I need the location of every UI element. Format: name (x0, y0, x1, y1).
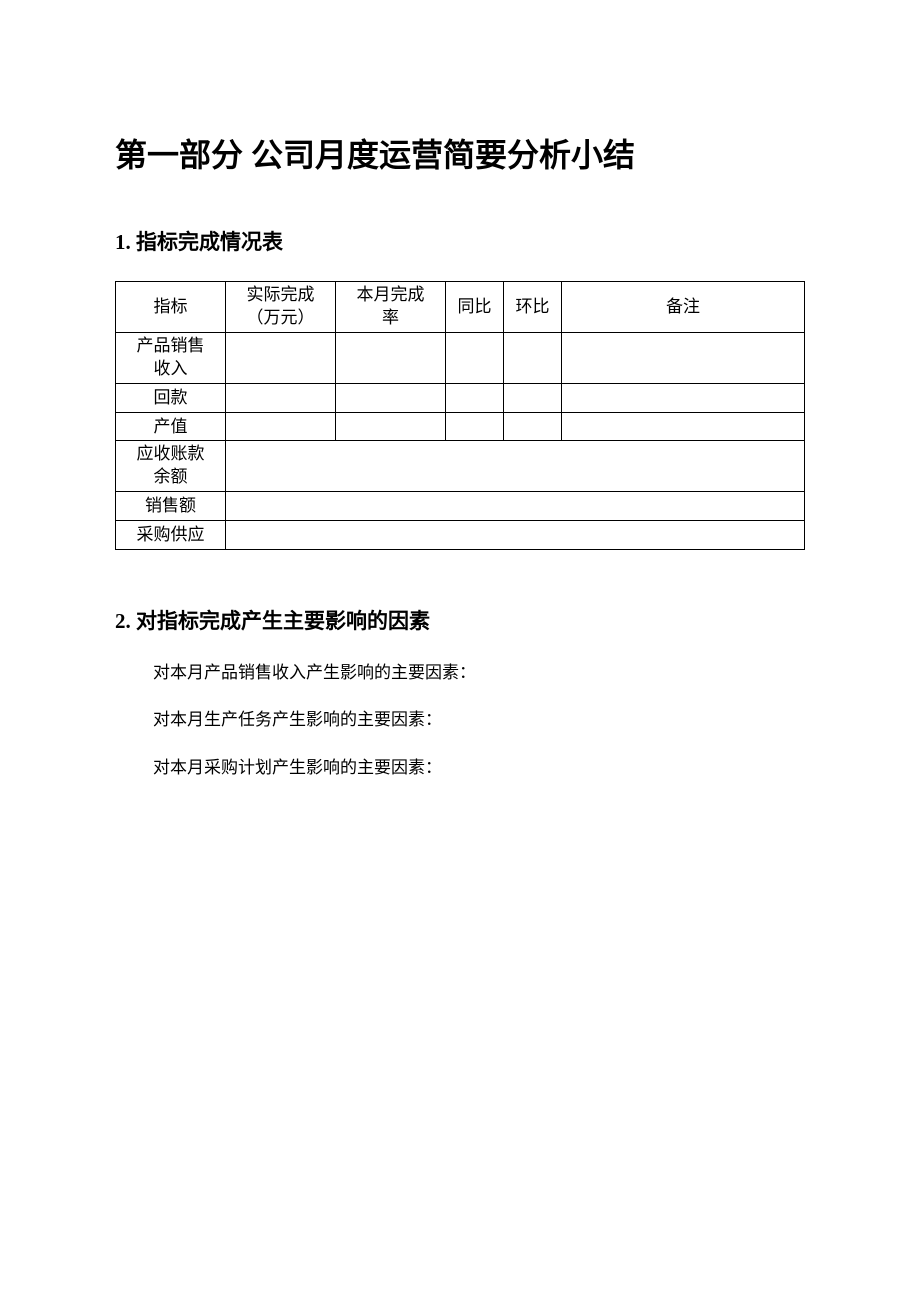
cell-indicator: 回款 (116, 383, 226, 412)
cell-rate (336, 383, 446, 412)
cell-rate (336, 332, 446, 383)
cell-merged (226, 521, 805, 550)
cell-mom (504, 383, 562, 412)
cell-mom (504, 412, 562, 441)
cell-indicator-line2: 收入 (120, 358, 221, 381)
cell-remark (562, 332, 805, 383)
cell-rate (336, 412, 446, 441)
cell-yoy (446, 332, 504, 383)
section2-title-text: 对指标完成产生主要影响的因素 (136, 609, 430, 633)
section1-title: 1. 指标完成情况表 (115, 226, 805, 256)
section2-title: 2. 对指标完成产生主要影响的因素 (115, 605, 805, 635)
cell-indicator: 产品销售 收入 (116, 332, 226, 383)
header-indicator: 指标 (116, 282, 226, 333)
cell-actual (226, 383, 336, 412)
cell-indicator: 产值 (116, 412, 226, 441)
table-body: 产品销售 收入 回款 产值 应收账款 (116, 332, 805, 549)
cell-indicator-line2: 余额 (120, 466, 221, 489)
cell-indicator: 销售额 (116, 492, 226, 521)
cell-indicator: 应收账款 余额 (116, 441, 226, 492)
factor-item: 对本月生产任务产生影响的主要因素： (115, 707, 805, 733)
section1-number: 1. (115, 230, 131, 254)
table-header-row: 指标 实际完成 （万元） 本月完成 率 同比 环比 备注 (116, 282, 805, 333)
section2: 2. 对指标完成产生主要影响的因素 对本月产品销售收入产生影响的主要因素： 对本… (115, 605, 805, 781)
table-row: 销售额 (116, 492, 805, 521)
table-row: 产值 (116, 412, 805, 441)
table-row: 应收账款 余额 (116, 441, 805, 492)
main-title: 第一部分 公司月度运营简要分析小结 (115, 130, 805, 176)
indicator-table: 指标 实际完成 （万元） 本月完成 率 同比 环比 备注 产品销售 收入 (115, 281, 805, 550)
factor-item: 对本月产品销售收入产生影响的主要因素： (115, 660, 805, 686)
cell-actual (226, 412, 336, 441)
header-actual: 实际完成 （万元） (226, 282, 336, 333)
cell-indicator: 采购供应 (116, 521, 226, 550)
factor-item: 对本月采购计划产生影响的主要因素： (115, 755, 805, 781)
table-row: 回款 (116, 383, 805, 412)
header-rate: 本月完成 率 (336, 282, 446, 333)
cell-actual (226, 332, 336, 383)
table-row: 产品销售 收入 (116, 332, 805, 383)
cell-yoy (446, 412, 504, 441)
header-actual-line2: （万元） (230, 307, 331, 330)
header-rate-line2: 率 (340, 307, 441, 330)
header-rate-line1: 本月完成 (340, 284, 441, 307)
cell-merged (226, 492, 805, 521)
header-mom: 环比 (504, 282, 562, 333)
cell-remark (562, 383, 805, 412)
section2-number: 2. (115, 609, 131, 633)
header-yoy: 同比 (446, 282, 504, 333)
cell-mom (504, 332, 562, 383)
table-row: 采购供应 (116, 521, 805, 550)
cell-yoy (446, 383, 504, 412)
cell-merged (226, 441, 805, 492)
section1-title-text: 指标完成情况表 (136, 230, 283, 254)
cell-indicator-line1: 应收账款 (120, 443, 221, 466)
cell-indicator-line1: 产品销售 (120, 335, 221, 358)
header-remark: 备注 (562, 282, 805, 333)
header-actual-line1: 实际完成 (230, 284, 331, 307)
cell-remark (562, 412, 805, 441)
